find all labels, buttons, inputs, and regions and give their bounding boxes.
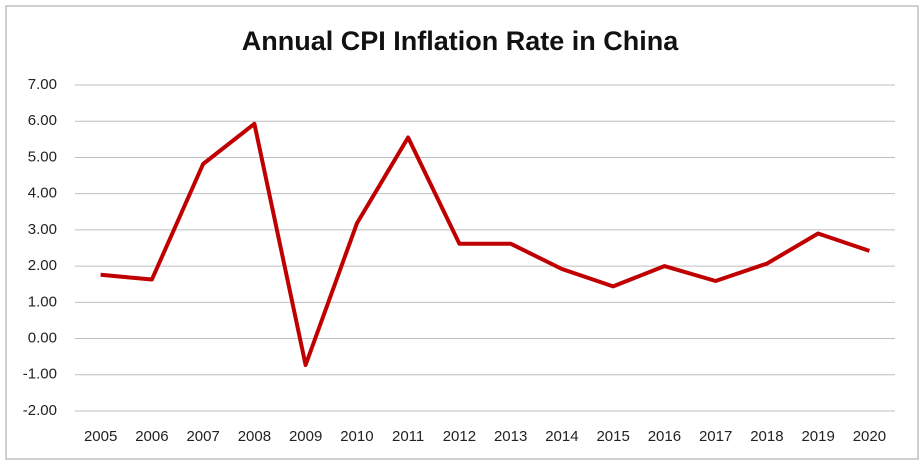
x-tick-label: 2016 xyxy=(648,428,681,445)
y-tick-label: 5.00 xyxy=(28,148,57,165)
y-tick-label: 4.00 xyxy=(28,185,57,202)
y-tick-label: 7.00 xyxy=(28,76,57,93)
y-tick-label: 6.00 xyxy=(28,112,57,129)
y-tick-label: 3.00 xyxy=(28,221,57,238)
x-tick-label: 2012 xyxy=(443,428,476,445)
y-tick-label: 1.00 xyxy=(28,293,57,310)
x-tick-label: 2018 xyxy=(750,428,783,445)
x-tick-label: 2011 xyxy=(392,428,424,445)
data-line xyxy=(100,121,871,367)
x-tick-label: 2014 xyxy=(545,428,578,445)
x-tick-label: 2005 xyxy=(84,428,117,445)
x-tick-label: 2019 xyxy=(801,428,834,445)
x-tick-label: 2006 xyxy=(135,428,168,445)
x-tick-label: 2007 xyxy=(186,428,219,445)
x-tick-label: 2009 xyxy=(289,428,322,445)
y-tick-label: 0.00 xyxy=(28,330,57,347)
x-tick-label: 2010 xyxy=(340,428,373,445)
y-tick-label: -1.00 xyxy=(23,366,57,383)
y-tick-label: 2.00 xyxy=(28,257,57,274)
chart-frame xyxy=(5,5,919,460)
x-tick-label: 2015 xyxy=(596,428,629,445)
x-tick-label: 2013 xyxy=(494,428,527,445)
chart-title: Annual CPI Inflation Rate in China xyxy=(242,26,679,56)
x-tick-label: 2020 xyxy=(853,428,886,445)
x-tick-label: 2008 xyxy=(238,428,271,445)
y-tick-label: -2.00 xyxy=(23,402,57,419)
x-tick-label: 2017 xyxy=(699,428,732,445)
